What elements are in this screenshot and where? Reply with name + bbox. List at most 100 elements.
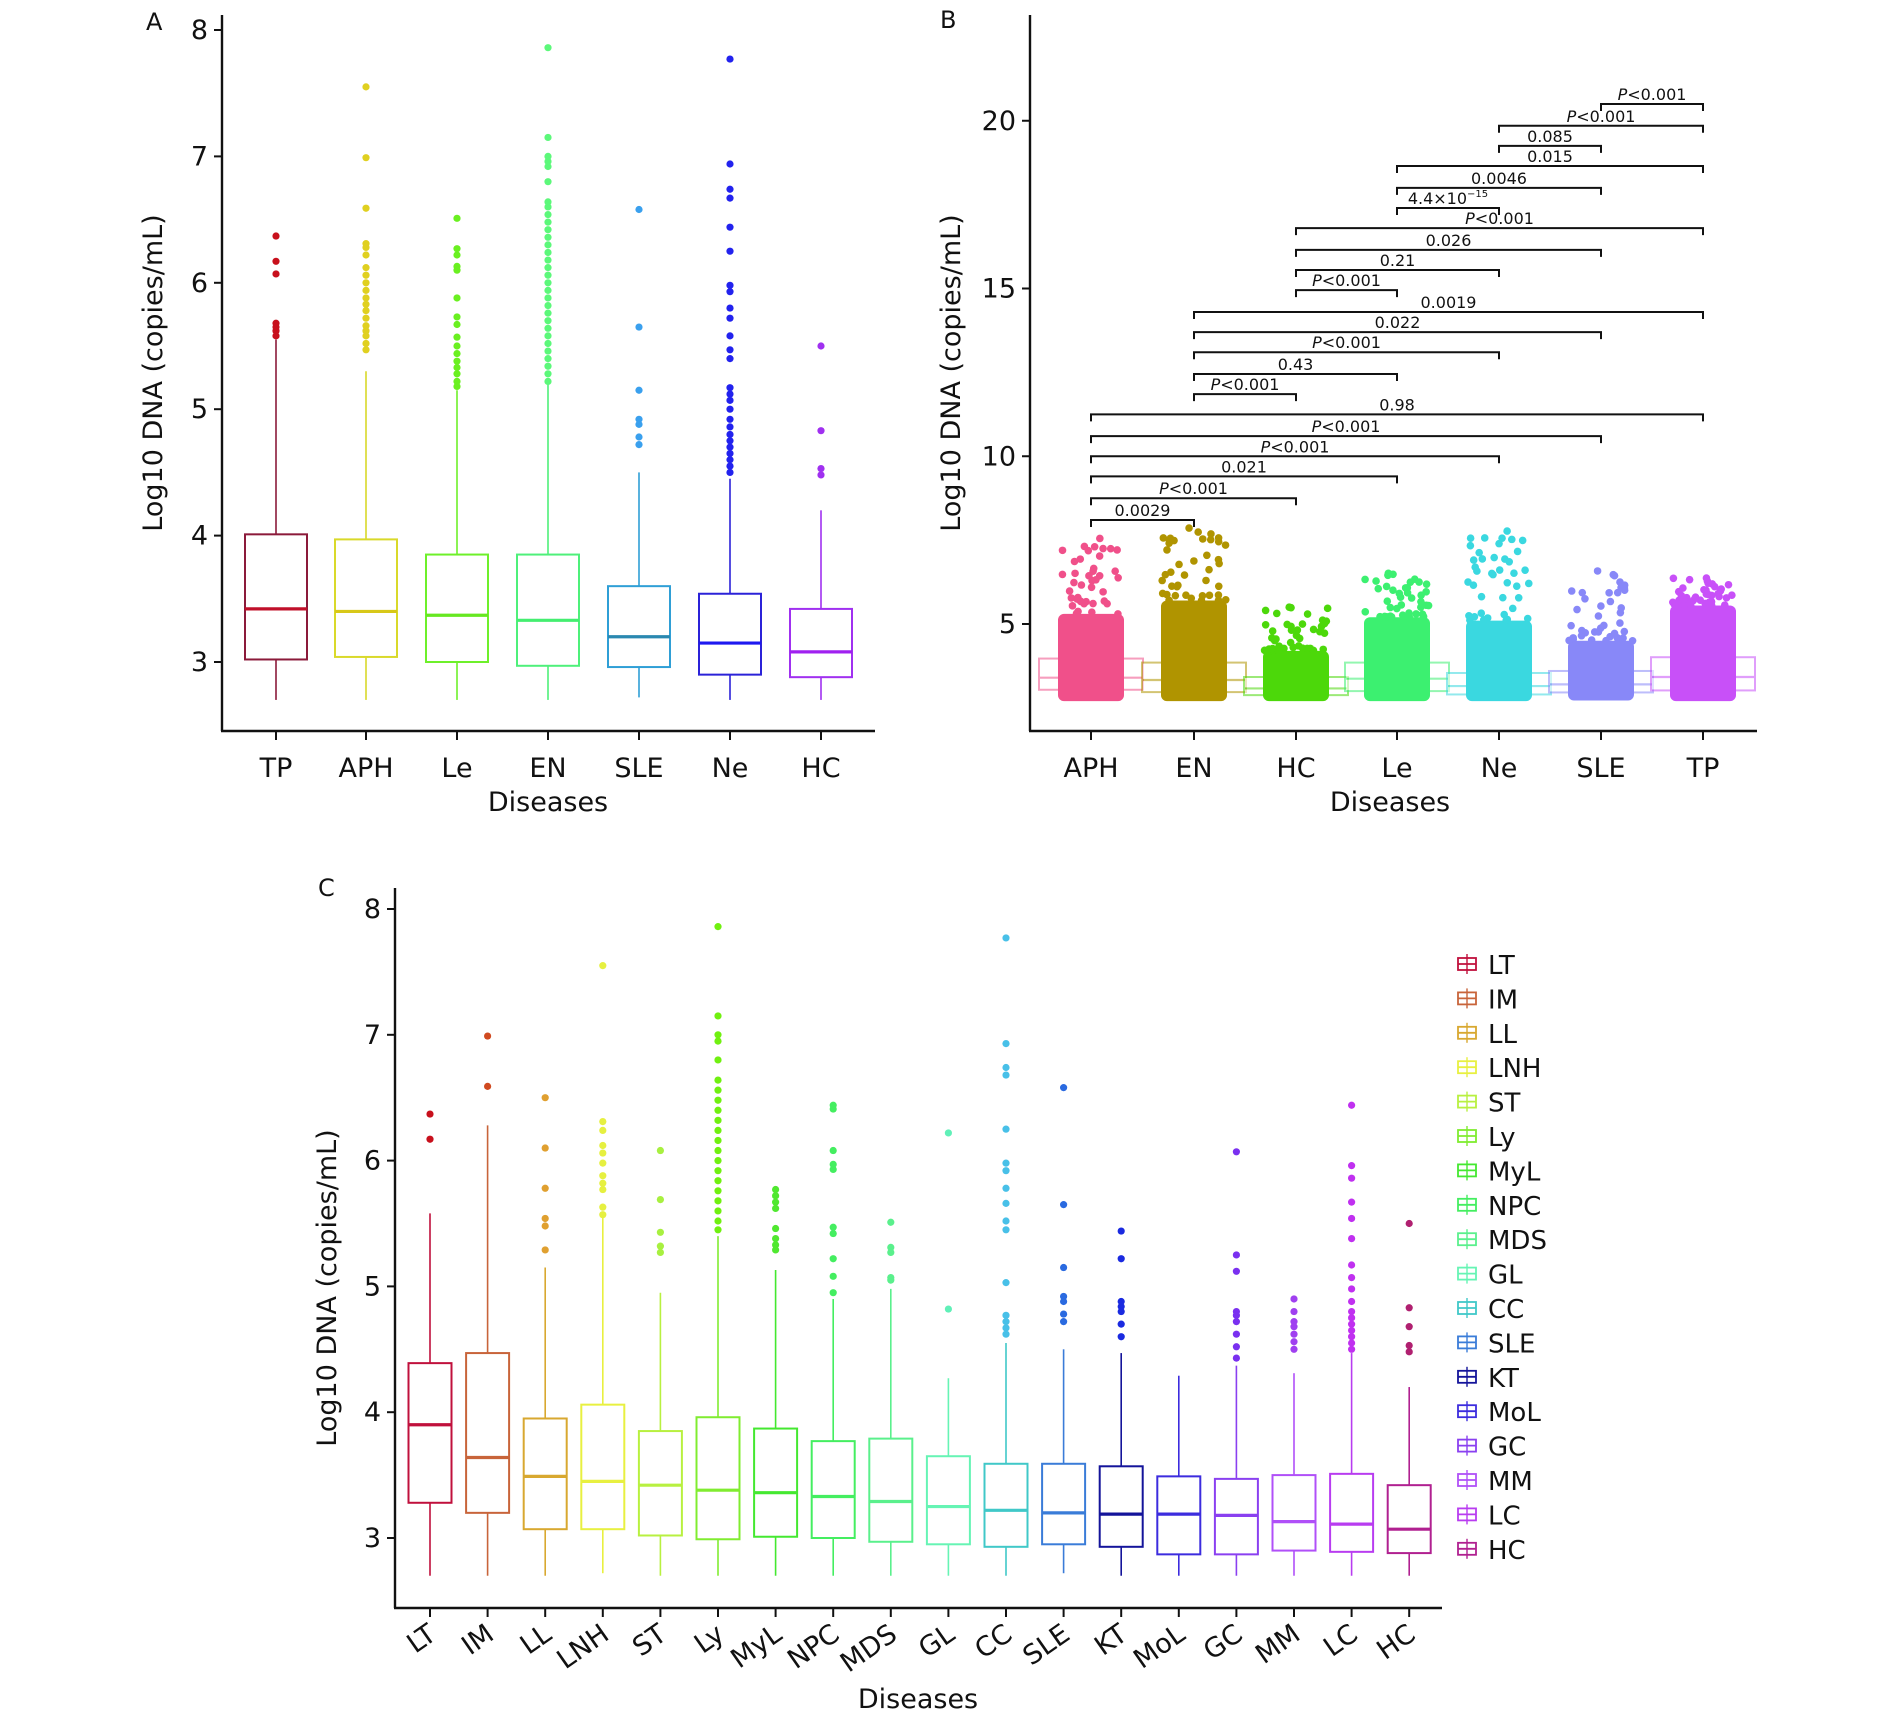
p-value: 0.0019 [1421,293,1477,312]
box [1213,1365,1259,1576]
significance-bracket: 0.98 [1090,395,1704,422]
jitter-point [1114,610,1122,618]
outlier-point [599,1203,607,1211]
jitter-point [1113,546,1121,554]
x-tick-label: HC [801,753,840,784]
outlier-point [1060,1263,1068,1272]
significance-bracket: 0.022 [1193,313,1602,340]
outlier-point [544,317,552,325]
jitter-point [1466,534,1475,543]
outlier-point [362,286,370,294]
jitter-point [1466,616,1474,624]
outlier-point [714,1012,722,1020]
y-tick-label: 10 [982,441,1016,472]
p-exponent: −15 [1467,189,1488,200]
y-tick-label: 8 [364,894,381,925]
outlier-point [541,1094,549,1102]
outlier-point [1405,1323,1413,1331]
x-tick-label: KT [1089,1618,1133,1662]
box [407,1213,453,1576]
outlier-point [726,194,734,202]
outlier-point [1232,1343,1240,1351]
y-tick-label: 5 [999,609,1016,640]
p-value: 0.021 [1221,457,1267,476]
box [580,1217,626,1574]
bracket-line [1090,497,1297,506]
outlier-point [726,396,734,404]
p-value: <0.001 [1270,437,1329,456]
outlier-point [726,288,734,296]
jitter-point [1605,589,1613,597]
jitter-point [1514,594,1523,602]
jitter-point [1616,619,1624,627]
outlier-point [544,332,552,340]
outlier-point [362,314,370,322]
jitter-point [1111,567,1119,575]
outlier-point [772,1246,780,1254]
legend-item: MoL [1457,1398,1541,1428]
jitter-point [1490,553,1498,562]
outlier-point [1117,1297,1125,1306]
p-value-label: P<0.001 [1312,271,1381,290]
p-value-label: P<0.001 [1465,209,1534,228]
outlier-point [1405,1341,1413,1350]
jitter-point [1076,555,1085,563]
bracket-line [1396,186,1602,195]
outlier-point [544,203,552,211]
jitter-point [1710,582,1719,591]
bracket-line [1090,413,1704,422]
outlier-point [362,300,370,308]
outlier-point [887,1243,895,1252]
outlier-point [1348,1333,1356,1341]
outlier-point [362,279,370,287]
jitter-point [1386,612,1395,620]
outlier-point [1290,1295,1298,1303]
outlier-point [726,443,734,451]
legend-item: LT [1457,951,1515,981]
outlier-point [1348,1307,1356,1316]
jitter-point [1161,570,1170,579]
jitter-point [1477,592,1486,601]
jitter-point [1380,612,1389,621]
outlier-point [726,405,734,413]
p-symbol: P [1261,437,1271,456]
max-point [1285,603,1293,612]
legend-label: LC [1488,1501,1521,1531]
x-tick-label: LC [1318,1618,1364,1663]
x-tick-label: Le [1381,753,1412,784]
outlier-point [453,333,461,341]
box-iqr [868,1437,914,1543]
significance-bracket: 0.0029 [1090,501,1195,527]
outlier-point [599,1149,607,1157]
p-value: <0.001 [1627,85,1686,104]
outlier-point [944,1305,953,1313]
jitter-point [1577,631,1586,640]
jitter-point [1701,599,1710,608]
jitter-point [1620,627,1629,636]
outlier-point [1290,1338,1298,1346]
panel-label: B [940,6,956,34]
box-iqr [607,585,671,669]
p-value-label: 0.021 [1221,457,1267,476]
jitter-point [1417,597,1425,606]
outlier-point [1060,1297,1068,1306]
outlier-point [453,313,461,321]
outlier-point [362,271,370,279]
x-axis-title: Diseases [1330,787,1450,818]
jitter-point [1495,539,1503,548]
jitter-point [1320,629,1329,637]
outlier-point [426,1110,434,1118]
jitter-point [1268,634,1276,642]
legend-item: MM [1457,1467,1533,1497]
p-symbol: P [1211,375,1221,394]
outlier-point [362,154,370,162]
outlier-point [544,178,552,186]
jitter-point [1286,638,1295,647]
outlier-point [1060,1201,1068,1209]
outlier-point [362,264,370,272]
bracket-line [1498,124,1704,133]
x-axis-title: Diseases [858,1684,978,1711]
legend-item: LC [1457,1501,1521,1531]
jitter-point [1609,570,1618,579]
x-tick-label: SLE [614,753,663,784]
